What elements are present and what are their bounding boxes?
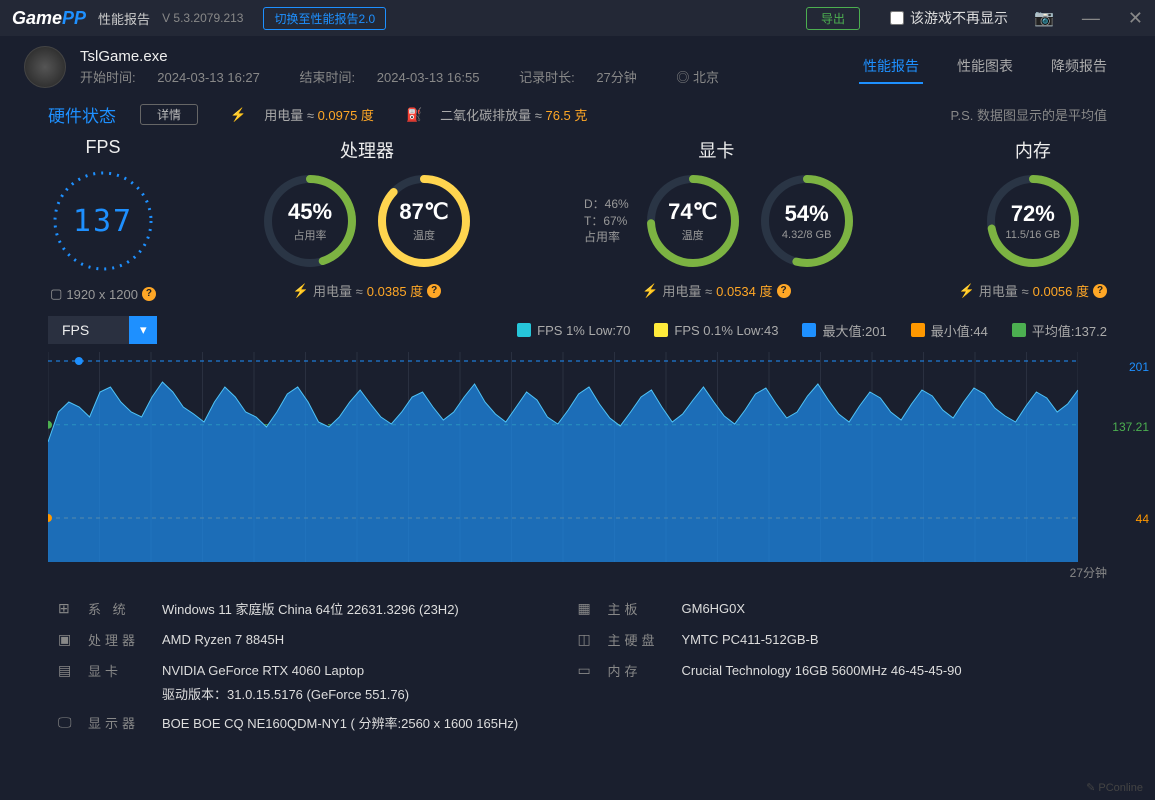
titlebar: GamePP 性能报告 V 5.3.2079.213 切换至性能报告2.0 导出… <box>0 0 1155 36</box>
app-logo: GamePP <box>12 8 86 29</box>
gpu-power: ⚡用电量 ≈ 0.0534 度 ? <box>576 281 857 300</box>
hardware-status-title: 硬件状态 <box>48 102 116 127</box>
gpu-icon: ▤ <box>58 662 78 679</box>
spec-os: Windows 11 家庭版 China 64位 22631.3296 (23H… <box>162 599 459 618</box>
cpu-power: ⚡用电量 ≈ 0.0385 度 ? <box>260 281 474 300</box>
tab-performance-chart[interactable]: 性能图表 <box>953 50 1017 84</box>
chart-max-label: 201 <box>1129 360 1149 374</box>
chevron-down-icon[interactable]: ▾ <box>129 316 157 344</box>
fps-value: 137 <box>73 204 133 239</box>
ssd-icon: ◫ <box>578 631 598 648</box>
motherboard-icon: ▦ <box>578 600 598 617</box>
camera-icon[interactable]: 📷 <box>1034 8 1054 28</box>
ram-title: 内存 <box>959 137 1107 163</box>
spec-driver: 驱动版本：31.0.15.5176 (GeForce 551.76) <box>58 684 1097 703</box>
legend-item: 最小值:44 <box>911 321 988 340</box>
gpu-group: 显卡 D：46%T：67%占用率 74℃温度 54%4.32/8 GB ⚡用电量… <box>576 137 857 302</box>
game-info-bar: TslGame.exe 开始时间: 2024-03-13 16:27 结束时间:… <box>0 36 1155 94</box>
system-specs: ⊞系 统Windows 11 家庭版 China 64位 22631.3296 … <box>0 581 1155 768</box>
ram-icon: ▭ <box>578 662 598 679</box>
help-icon[interactable]: ? <box>777 284 791 298</box>
help-icon[interactable]: ? <box>142 287 156 301</box>
minimize-icon[interactable]: — <box>1082 8 1100 29</box>
dont-show-checkbox-input[interactable] <box>890 11 904 25</box>
chart-legend: FPS 1% Low:70 FPS 0.1% Low:43 最大值:201 最小值:4… <box>503 321 1107 340</box>
bolt-icon: ⚡ <box>230 107 246 123</box>
close-icon[interactable]: ✕ <box>1128 8 1143 29</box>
fps-group: FPS 137 ▢ 1920 x 1200 ? <box>48 137 158 302</box>
titlebar-title: 性能报告 <box>98 9 150 28</box>
co2-icon: ⛽ <box>406 107 422 123</box>
os-icon: ⊞ <box>58 600 78 617</box>
chart-duration: 27分钟 <box>0 562 1155 581</box>
tab-throttle-report[interactable]: 降频报告 <box>1047 50 1111 84</box>
cpu-usage-ring: 45%占用率 <box>260 171 360 271</box>
ram-group: 内存 72%11.5/16 GB ⚡用电量 ≈ 0.0056 度 ? <box>959 137 1107 302</box>
tab-performance-report[interactable]: 性能报告 <box>859 50 923 84</box>
legend-item: 最大值:201 <box>802 321 886 340</box>
fps-chart: 201 137.21 44 <box>48 352 1107 562</box>
report-tabs: 性能报告 性能图表 降频报告 <box>859 50 1131 84</box>
dont-show-checkbox[interactable]: 该游戏不再显示 <box>890 8 1008 28</box>
cpu-group: 处理器 45%占用率 87℃温度 ⚡用电量 ≈ 0.0385 度 ? <box>260 137 474 302</box>
gpu-title: 显卡 <box>576 137 857 163</box>
hardware-status-row: 硬件状态 详情 ⚡ 用电量 ≈ 0.0975 度 ⛽ 二氧化碳排放量 ≈ 76.… <box>0 94 1155 133</box>
fps-title: FPS <box>48 137 158 158</box>
metric-dropdown[interactable]: FPS ▾ <box>48 316 157 344</box>
ram-ring: 72%11.5/16 GB <box>983 171 1083 271</box>
game-name: TslGame.exe <box>80 48 845 65</box>
chart-controls: FPS ▾ FPS 1% Low:70 FPS 0.1% Low:43 最大值:20… <box>0 302 1155 348</box>
spec-monitor: BOE BOE CQ NE160QDM-NY1 ( 分辨率:2560 x 160… <box>162 713 518 732</box>
monitor-icon: 🖵 <box>58 714 78 731</box>
location-icon: ◎ 北京 <box>676 70 737 85</box>
help-icon[interactable]: ? <box>427 284 441 298</box>
export-button[interactable]: 导出 <box>806 7 860 30</box>
legend-item: FPS 0.1% Low:43 <box>654 321 778 340</box>
spec-cpu: AMD Ryzen 7 8845H <box>162 632 284 647</box>
spec-mb: GM6HG0X <box>682 601 746 616</box>
dont-show-label: 该游戏不再显示 <box>910 8 1008 28</box>
chart-min-label: 44 <box>1136 512 1149 526</box>
spec-ssd: YMTC PC411-512GB-B <box>682 632 819 647</box>
gpu-dt-text: D：46%T：67%占用率 <box>576 196 629 246</box>
chart-avg-label: 137.21 <box>1112 420 1149 434</box>
gpu-mem-ring: 54%4.32/8 GB <box>757 171 857 271</box>
spec-gpu: NVIDIA GeForce RTX 4060 Laptop <box>162 663 364 678</box>
detail-button[interactable]: 详情 <box>140 104 198 125</box>
game-icon <box>24 46 66 88</box>
watermark: ✎ PConline <box>1086 781 1143 794</box>
fps-ring: 137 <box>48 166 158 276</box>
help-icon[interactable]: ? <box>1093 284 1107 298</box>
legend-item: FPS 1% Low:70 <box>517 321 630 340</box>
rings-row: FPS 137 ▢ 1920 x 1200 ? 处理器 45%占用率 87℃温度… <box>0 133 1155 302</box>
legend-item: 平均值:137.2 <box>1012 321 1107 340</box>
cpu-temp-ring: 87℃温度 <box>374 171 474 271</box>
avg-note: P.S. 数据图显示的是平均值 <box>950 105 1107 124</box>
game-times: 开始时间: 2024-03-13 16:27 结束时间: 2024-03-13 … <box>80 67 845 86</box>
cpu-icon: ▣ <box>58 631 78 648</box>
switch-report-button[interactable]: 切换至性能报告2.0 <box>263 7 386 30</box>
gpu-temp-ring: 74℃温度 <box>643 171 743 271</box>
spec-ram: Crucial Technology 16GB 5600MHz 46-45-45… <box>682 663 962 678</box>
total-power-value: 0.0975 度 <box>318 108 374 123</box>
ram-power: ⚡用电量 ≈ 0.0056 度 ? <box>959 281 1107 300</box>
cpu-title: 处理器 <box>260 137 474 163</box>
co2-value: 76.5 克 <box>545 108 587 123</box>
titlebar-version: V 5.3.2079.213 <box>162 11 243 25</box>
resolution-label: ▢ 1920 x 1200 ? <box>48 286 158 302</box>
